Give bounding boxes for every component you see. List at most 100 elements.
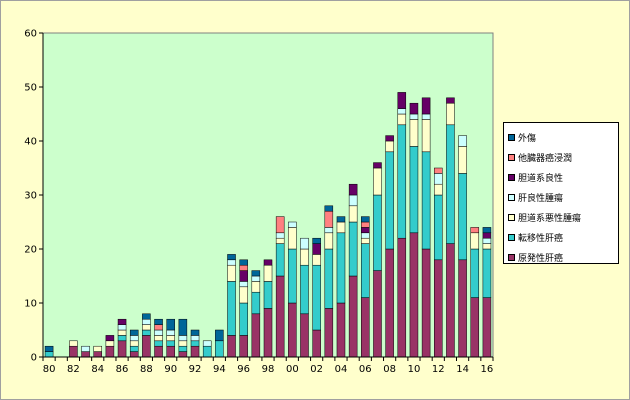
bar-segment-01-s1 <box>300 264 309 315</box>
bar-segment-16-s3 <box>482 237 492 244</box>
bar-segment-98-s4 <box>263 259 273 266</box>
bar-segment-92-s3 <box>190 335 200 342</box>
bar-segment-91-s0 <box>178 351 188 358</box>
bar-segment-93-s1 <box>202 345 212 358</box>
legend-label: 他臓器癌浸潤 <box>518 153 573 164</box>
bar-segment-08-s4 <box>385 135 394 142</box>
x-tick-label: 80 <box>43 364 56 375</box>
bar-segment-08-s0 <box>385 248 394 358</box>
y-tick-label: 10 <box>24 299 37 310</box>
legend: 外傷他臓器癌浸潤胆道系良性 肝良性腫瘍胆道系悪性腫瘍転移性肝癌原発性肝癌 <box>503 122 619 264</box>
bar-segment-00-s0 <box>288 302 297 358</box>
bar-segment-91-s3 <box>178 335 188 342</box>
bar-segment-95-s2 <box>227 264 236 282</box>
bar-segment-15-s1 <box>470 248 480 298</box>
y-tick-label: 60 <box>24 29 37 40</box>
bar-segment-86-s1 <box>117 335 127 342</box>
bar-segment-99-s3 <box>275 232 285 239</box>
x-tick-label: 02 <box>310 364 323 375</box>
y-tick-label: 50 <box>24 83 37 94</box>
bar-segment-92-s1 <box>190 340 200 347</box>
bar-segment-00-s1 <box>288 248 297 304</box>
bar-segment-87-s1 <box>129 345 139 352</box>
legend-swatch <box>508 193 515 201</box>
bar-segment-99-s1 <box>275 243 285 277</box>
legend-swatch <box>508 173 515 181</box>
legend-item: 他臓器癌浸潤 <box>508 147 618 167</box>
legend-item: 外傷 <box>508 127 618 147</box>
bar-segment-04-s1 <box>336 232 346 304</box>
bar-segment-80-s6 <box>44 345 54 352</box>
bar-segment-06-s2 <box>361 237 370 244</box>
bar-segment-98-s0 <box>263 308 273 358</box>
bar-segment-99-s5 <box>275 216 285 234</box>
legend-swatch <box>508 213 515 221</box>
bar-segment-95-s6 <box>227 254 236 261</box>
bar-segment-12-s5 <box>434 167 443 174</box>
legend-label: 原発性肝癌 <box>518 253 564 264</box>
bar-segment-10-s0 <box>409 232 419 358</box>
bar-segment-10-s2 <box>409 119 419 147</box>
bar-segment-99-s0 <box>275 275 285 358</box>
bar-segment-88-s0 <box>142 335 151 358</box>
bar-segment-87-s2 <box>129 340 139 347</box>
bar-segment-08-s2 <box>385 140 394 153</box>
bar-segment-12-s1 <box>434 194 443 261</box>
x-tick-label: 04 <box>335 364 348 375</box>
bar-segment-12-s0 <box>434 259 443 358</box>
bar-segment-91-s1 <box>178 345 188 352</box>
legend-item: 転移性肝癌 <box>508 227 618 247</box>
bar-segment-14-s3 <box>458 135 467 147</box>
legend-label: 胆道系悪性腫瘍 <box>518 213 582 224</box>
bar-segment-89-s0 <box>154 345 163 358</box>
bar-segment-00-s3 <box>288 221 297 228</box>
x-tick-label: 06 <box>359 364 372 375</box>
bar-segment-15-s5 <box>470 227 480 234</box>
bar-segment-16-s1 <box>482 248 492 298</box>
bar-segment-96-s2 <box>239 286 248 304</box>
x-tick-label: 10 <box>408 364 421 375</box>
bar-segment-92-s6 <box>190 329 200 336</box>
x-tick-label: 94 <box>213 364 226 375</box>
legend-item: 胆道系良性 <box>508 167 618 187</box>
bar-segment-13-s1 <box>446 124 455 244</box>
bar-segment-89-s1 <box>154 340 163 347</box>
bar-segment-08-s1 <box>385 151 394 250</box>
bar-segment-99-s2 <box>275 237 285 244</box>
legend-swatch <box>508 253 515 261</box>
bar-segment-86-s3 <box>117 324 127 331</box>
bar-segment-05-s2 <box>348 205 358 223</box>
x-tick-label: 14 <box>456 364 469 375</box>
bar-segment-07-s1 <box>373 194 382 271</box>
bar-segment-82-s0 <box>69 345 78 358</box>
bar-segment-16-s4 <box>482 232 492 239</box>
bar-segment-09-s3 <box>397 108 407 115</box>
bar-segment-11-s3 <box>421 113 431 120</box>
bar-segment-05-s3 <box>348 194 358 207</box>
bar-segment-15-s2 <box>470 232 480 250</box>
bar-segment-90-s0 <box>166 345 175 358</box>
bar-segment-03-s5 <box>324 210 334 228</box>
bar-segment-11-s0 <box>421 248 431 358</box>
y-axis: 0 10 20 30 40 50 60 <box>24 29 44 364</box>
bar-segment-06-s0 <box>361 297 370 358</box>
bar-segment-15-s0 <box>470 297 480 358</box>
x-tick-label: 16 <box>481 364 494 375</box>
y-tick-label: 30 <box>24 191 37 202</box>
bar-segment-82-s2 <box>69 340 78 347</box>
bar-segment-07-s0 <box>373 270 382 358</box>
bar-segment-03-s1 <box>324 248 334 309</box>
bar-segment-87-s6 <box>129 329 139 336</box>
legend-item: 肝良性腫瘍 <box>508 187 618 207</box>
bar-segment-89-s2 <box>154 335 163 342</box>
bar-segment-88-s2 <box>142 324 151 331</box>
bar-segment-89-s5 <box>154 324 163 331</box>
bar-segment-97-s2 <box>251 281 261 293</box>
bar-segment-85-s4 <box>105 335 115 342</box>
bar-segment-95-s0 <box>227 335 236 358</box>
bar-segment-04-s6 <box>336 216 346 223</box>
bar-segment-10-s4 <box>409 102 419 115</box>
bar-segment-05-s1 <box>348 221 358 277</box>
x-tick-label: 96 <box>237 364 250 375</box>
